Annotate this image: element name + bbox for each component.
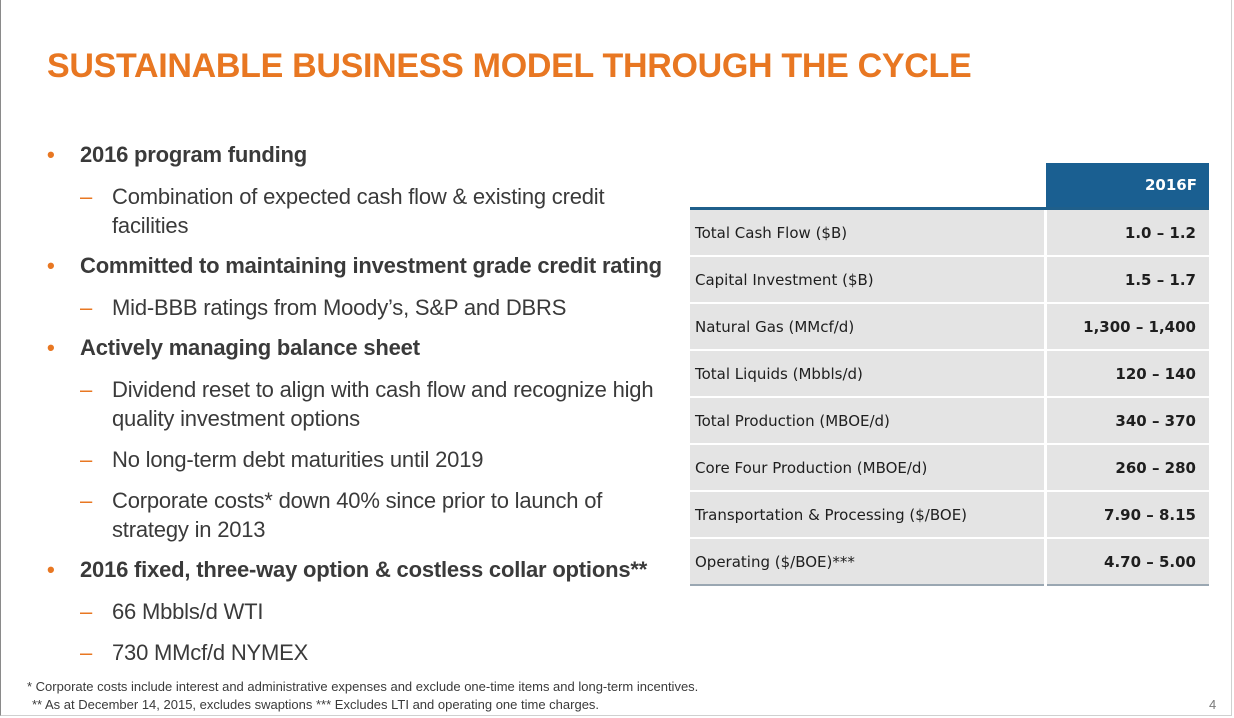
row-label: Total Liquids (Mbbls/d) xyxy=(690,350,1048,398)
footnote-corporate-costs: * Corporate costs include interest and a… xyxy=(27,679,699,694)
table-header-row: 2016F xyxy=(690,163,1209,210)
row-value: 4.70 – 5.00 xyxy=(1045,538,1209,586)
sub-bullet-text: Corporate costs* down 40% since prior to… xyxy=(112,488,603,542)
row-label: Total Production (MBOE/d) xyxy=(690,397,1048,445)
row-label: Operating ($/BOE)*** xyxy=(690,538,1048,586)
row-label: Transportation & Processing ($/BOE) xyxy=(690,491,1048,539)
table-row: Capital Investment ($B) 1.5 – 1.7 xyxy=(690,256,1209,304)
footnote-swaptions: ** As at December 14, 2015, excludes swa… xyxy=(32,697,600,712)
table-header-blank xyxy=(690,163,1046,210)
sub-bullet-text: Combination of expected cash flow & exis… xyxy=(112,184,605,238)
dash-icon: – xyxy=(80,377,93,402)
table-row: Core Four Production (MBOE/d) 260 – 280 xyxy=(690,444,1209,492)
row-value: 260 – 280 xyxy=(1045,444,1209,492)
sub-bullet-text: Mid-BBB ratings from Moody’s, S&P and DB… xyxy=(112,295,567,320)
row-value: 340 – 370 xyxy=(1045,397,1209,445)
dash-icon: – xyxy=(80,447,93,472)
page-number: 4 xyxy=(1209,697,1217,712)
slide-title: SUSTAINABLE BUSINESS MODEL THROUGH THE C… xyxy=(47,47,972,85)
dash-icon: – xyxy=(80,599,93,624)
sub-bullet-item: – Corporate costs* down 40% since prior t… xyxy=(45,486,672,544)
bullet-item: • 2016 program funding xyxy=(45,141,670,169)
bullet-item: • Actively managing balance sheet xyxy=(45,334,670,362)
table-row: Total Liquids (Mbbls/d) 120 – 140 xyxy=(690,350,1209,398)
sub-bullet-text: 730 MMcf/d NYMEX xyxy=(112,640,309,665)
table-row: Total Cash Flow ($B) 1.0 – 1.2 xyxy=(690,208,1209,257)
table-row: Natural Gas (MMcf/d) 1,300 – 1,400 xyxy=(690,303,1209,351)
table-header-2016f: 2016F xyxy=(1045,163,1209,210)
bullet-dot-icon: • xyxy=(47,557,55,582)
guidance-table: 2016F Total Cash Flow ($B) 1.0 – 1.2 Capi… xyxy=(690,163,1209,586)
bullet-list: • 2016 program funding – Combination of ex… xyxy=(45,141,670,679)
table-row: Operating ($/BOE)*** 4.70 – 5.00 xyxy=(690,538,1209,586)
dash-icon: – xyxy=(80,184,93,209)
dash-icon: – xyxy=(80,640,93,665)
row-value: 120 – 140 xyxy=(1045,350,1209,398)
sub-bullet-text: 66 Mbbls/d WTI xyxy=(112,599,264,624)
row-value: 1.5 – 1.7 xyxy=(1045,256,1209,304)
sub-bullet-item: – Mid-BBB ratings from Moody’s, S&P and D… xyxy=(45,293,670,322)
row-label: Natural Gas (MMcf/d) xyxy=(690,303,1048,351)
bullet-text: Committed to maintaining investment grad… xyxy=(80,253,662,278)
bullet-text: 2016 fixed, three-way option & costless … xyxy=(80,557,648,582)
sub-bullet-item: –66 Mbbls/d WTI xyxy=(45,597,670,626)
row-label: Core Four Production (MBOE/d) xyxy=(690,444,1048,492)
table-row: Transportation & Processing ($/BOE) 7.90 … xyxy=(690,491,1209,539)
dash-icon: – xyxy=(80,488,93,513)
bullet-dot-icon: • xyxy=(47,142,55,167)
bullet-text: 2016 program funding xyxy=(80,142,308,167)
sub-bullet-item: – Dividend reset to align with cash flow … xyxy=(45,375,672,433)
row-label: Capital Investment ($B) xyxy=(690,256,1048,304)
bullet-item: • 2016 fixed, three-way option & costless… xyxy=(45,556,670,584)
sub-bullet-item: – Combination of expected cash flow & exi… xyxy=(45,182,670,240)
dash-icon: – xyxy=(80,295,93,320)
bullet-dot-icon: • xyxy=(47,253,55,278)
sub-bullet-item: – No long-term debt maturities until 2019 xyxy=(45,445,670,474)
row-value: 1.0 – 1.2 xyxy=(1045,208,1209,257)
sub-bullet-text: No long-term debt maturities until 2019 xyxy=(112,447,484,472)
row-value: 1,300 – 1,400 xyxy=(1045,303,1209,351)
bullet-item: • Committed to maintaining investment gra… xyxy=(45,252,670,280)
row-label: Total Cash Flow ($B) xyxy=(690,208,1048,257)
bullet-text: Actively managing balance sheet xyxy=(80,335,420,360)
sub-bullet-item: –730 MMcf/d NYMEX xyxy=(45,638,670,667)
sub-bullet-text: Dividend reset to align with cash flow a… xyxy=(112,377,654,431)
row-value: 7.90 – 8.15 xyxy=(1045,491,1209,539)
table-row: Total Production (MBOE/d) 340 – 370 xyxy=(690,397,1209,445)
bullet-dot-icon: • xyxy=(47,335,55,360)
